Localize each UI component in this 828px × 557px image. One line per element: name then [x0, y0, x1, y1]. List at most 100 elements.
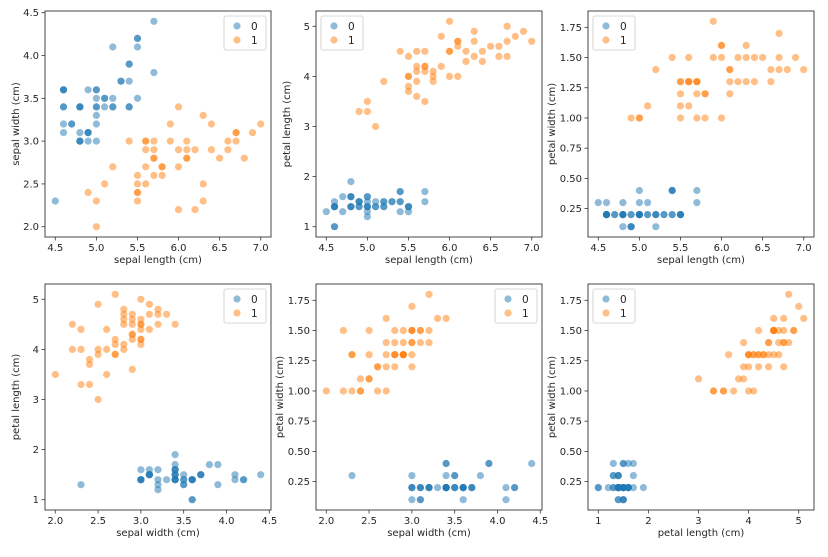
data-point-class-0	[629, 459, 638, 468]
data-point-class-0	[154, 481, 162, 489]
data-point-class-1	[726, 90, 734, 98]
data-point-class-1	[199, 197, 207, 205]
data-point-class-0	[109, 94, 117, 102]
data-point-class-0	[485, 459, 493, 468]
x-tick-label: 5	[796, 516, 802, 527]
legend: 01	[320, 15, 364, 51]
y-axis-label: petal width (cm)	[275, 356, 286, 438]
data-point-class-0	[330, 198, 339, 206]
data-point-class-1	[416, 326, 424, 335]
data-point-class-1	[780, 314, 788, 322]
data-point-class-1	[158, 171, 166, 179]
data-point-class-0	[619, 484, 627, 492]
data-point-class-1	[232, 129, 240, 137]
data-point-class-1	[730, 387, 738, 395]
x-tick-label: 5.5	[401, 243, 417, 254]
data-point-class-1	[503, 22, 511, 30]
data-point-class-0	[163, 476, 171, 484]
data-point-class-0	[404, 203, 413, 211]
data-point-class-1	[676, 78, 685, 86]
data-point-class-1	[503, 37, 511, 45]
data-point-class-1	[719, 387, 728, 395]
x-tick-label: 2.0	[47, 516, 63, 527]
data-point-class-1	[92, 197, 100, 205]
data-point-class-0	[416, 484, 424, 492]
x-tick-label: 2	[645, 516, 651, 527]
legend-label-0: 0	[620, 21, 627, 33]
data-point-class-0	[92, 111, 100, 119]
data-point-class-1	[519, 27, 528, 35]
data-point-class-0	[109, 103, 117, 111]
data-point-class-1	[120, 320, 128, 328]
legend-marker-1	[233, 36, 241, 44]
data-point-class-1	[137, 340, 145, 348]
data-point-class-1	[421, 67, 429, 75]
data-point-class-1	[128, 315, 136, 323]
data-point-class-1	[775, 66, 783, 74]
data-point-class-1	[770, 326, 778, 335]
data-point-class-1	[133, 197, 142, 205]
x-tick-label: 4.5	[47, 243, 63, 254]
data-point-class-0	[408, 484, 416, 492]
y-axis-label: petal width (cm)	[547, 356, 558, 438]
x-tick-label: 4.5	[590, 243, 606, 254]
y-tick-label: 1.50	[560, 53, 582, 64]
data-point-class-0	[468, 484, 476, 492]
data-point-class-1	[462, 57, 470, 65]
data-point-class-1	[709, 387, 718, 395]
data-point-class-1	[150, 137, 158, 145]
data-point-class-0	[604, 484, 612, 492]
legend-box	[592, 15, 636, 51]
data-point-class-0	[347, 203, 355, 211]
legend-label-1: 1	[251, 308, 258, 320]
axes-frame	[315, 10, 543, 238]
data-point-class-1	[750, 53, 759, 62]
data-point-class-0	[388, 198, 396, 206]
legend-marker-0	[504, 295, 512, 303]
data-point-class-0	[92, 94, 100, 102]
x-tick-label: 5.0	[359, 243, 375, 254]
data-point-class-1	[770, 314, 778, 322]
data-point-class-0	[240, 476, 248, 484]
data-point-class-1	[425, 290, 433, 298]
data-point-class-1	[103, 345, 111, 353]
data-point-class-1	[109, 163, 117, 171]
data-point-class-1	[150, 171, 158, 179]
data-point-class-1	[101, 180, 109, 188]
data-point-class-0	[652, 223, 660, 231]
data-point-class-1	[759, 53, 767, 62]
data-point-class-1	[84, 188, 92, 197]
y-tick-label: 0.75	[560, 417, 582, 428]
data-point-class-0	[635, 211, 644, 219]
data-point-class-1	[166, 120, 174, 128]
data-point-class-1	[775, 29, 783, 37]
data-point-class-1	[111, 350, 119, 358]
data-point-class-1	[740, 339, 748, 347]
data-point-class-1	[775, 351, 783, 359]
data-point-class-1	[154, 320, 162, 328]
data-point-class-0	[188, 496, 196, 504]
data-point-class-1	[404, 82, 413, 90]
axes-frame	[315, 283, 543, 511]
data-point-class-1	[442, 314, 450, 322]
data-point-class-1	[767, 78, 775, 86]
data-point-class-1	[120, 310, 128, 318]
data-point-class-1	[68, 320, 76, 328]
x-tick-label: 6.0	[714, 243, 730, 254]
data-point-class-1	[77, 345, 85, 353]
data-point-class-1	[404, 72, 413, 80]
data-point-class-1	[740, 363, 748, 371]
data-point-class-0	[619, 459, 627, 468]
data-point-class-0	[396, 198, 404, 206]
data-point-class-1	[399, 351, 407, 359]
data-point-class-0	[502, 496, 510, 504]
x-tick-label: 4.5	[532, 516, 548, 527]
legend-marker-0	[602, 295, 610, 303]
data-point-class-0	[125, 103, 133, 111]
data-point-class-0	[125, 60, 133, 68]
data-point-class-1	[224, 146, 232, 154]
data-point-class-1	[735, 375, 743, 383]
data-point-class-0	[459, 496, 467, 504]
data-point-class-1	[454, 72, 462, 80]
y-tick-label: 0.50	[560, 447, 582, 458]
